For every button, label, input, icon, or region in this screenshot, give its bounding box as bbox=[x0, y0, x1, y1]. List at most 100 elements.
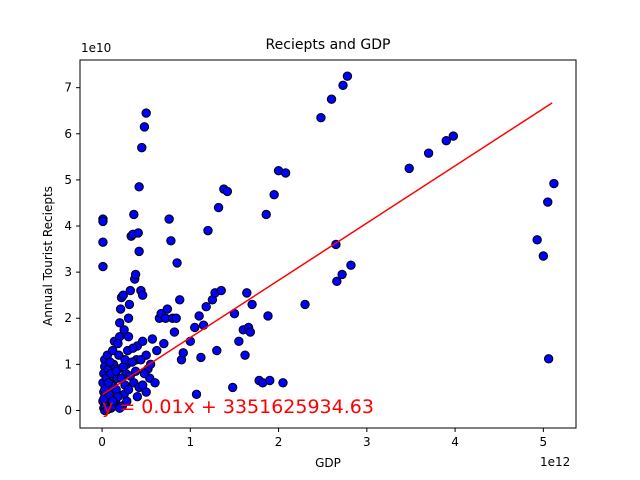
data-point bbox=[127, 357, 137, 367]
data-point bbox=[123, 331, 134, 342]
data-point bbox=[123, 313, 134, 323]
data-point bbox=[115, 403, 125, 413]
data-point bbox=[216, 285, 226, 296]
data-point bbox=[139, 368, 150, 379]
data-point bbox=[316, 112, 326, 123]
y-tick-label: 5 bbox=[64, 173, 72, 187]
data-point bbox=[543, 197, 553, 207]
data-point bbox=[190, 322, 200, 333]
data-point bbox=[172, 258, 182, 268]
data-point bbox=[337, 269, 347, 280]
x-ticks: 0 1 2 3 4 5 bbox=[98, 428, 547, 449]
data-point bbox=[175, 295, 185, 305]
data-point bbox=[137, 336, 148, 347]
data-point bbox=[191, 389, 202, 400]
data-point bbox=[115, 304, 126, 314]
x-tick-label: 4 bbox=[451, 435, 459, 449]
data-point bbox=[280, 168, 291, 178]
y-ticks: 0 1 2 3 4 5 6 7 bbox=[64, 81, 80, 417]
x-tick-label: 3 bbox=[363, 435, 371, 449]
data-point bbox=[538, 251, 549, 261]
data-point bbox=[300, 299, 310, 310]
data-point bbox=[213, 202, 224, 213]
data-point bbox=[124, 299, 135, 310]
data-point bbox=[137, 290, 148, 300]
data-point bbox=[114, 350, 124, 360]
data-point bbox=[128, 343, 138, 353]
x-multiplier-label: 1e12 bbox=[540, 455, 570, 469]
y-tick-label: 6 bbox=[64, 127, 72, 141]
data-point bbox=[423, 148, 434, 158]
data-point bbox=[326, 94, 337, 104]
data-point bbox=[98, 216, 108, 227]
data-point bbox=[448, 131, 459, 141]
data-point bbox=[162, 304, 173, 314]
data-point bbox=[111, 366, 121, 376]
data-point bbox=[105, 357, 115, 367]
data-point bbox=[441, 136, 451, 146]
data-point bbox=[196, 352, 206, 363]
data-point bbox=[265, 375, 275, 386]
y-offset-label: 1e10 bbox=[81, 41, 111, 55]
data-point bbox=[137, 142, 147, 153]
data-point bbox=[234, 336, 244, 347]
plot-frame bbox=[79, 59, 577, 429]
data-point bbox=[119, 325, 129, 335]
y-tick-label: 2 bbox=[64, 311, 72, 325]
data-point bbox=[240, 350, 250, 360]
regression-line bbox=[101, 102, 553, 396]
data-point bbox=[123, 385, 134, 395]
x-tick-label: 1 bbox=[186, 435, 194, 449]
data-point bbox=[134, 182, 144, 192]
data-point bbox=[222, 186, 233, 197]
data-point bbox=[247, 299, 257, 310]
data-point bbox=[171, 313, 181, 323]
data-point bbox=[150, 378, 160, 388]
data-point bbox=[159, 338, 169, 349]
data-point bbox=[147, 334, 158, 344]
data-point bbox=[178, 348, 188, 358]
data-point bbox=[130, 269, 141, 280]
data-point bbox=[152, 345, 162, 356]
data-point bbox=[107, 345, 118, 356]
data-point bbox=[245, 327, 256, 337]
x-tick-label: 5 bbox=[540, 435, 548, 449]
data-point bbox=[107, 396, 118, 406]
chart-title: Reciepts and GDP bbox=[266, 37, 391, 53]
data-point bbox=[269, 189, 279, 200]
data-points bbox=[98, 71, 559, 416]
regression-equation: y = 0.01x + 3351625934.63 bbox=[102, 396, 374, 418]
data-point bbox=[134, 246, 144, 257]
data-point bbox=[532, 235, 542, 245]
data-point bbox=[201, 302, 211, 312]
data-point bbox=[194, 311, 204, 321]
y-tick-label: 4 bbox=[64, 219, 72, 233]
x-tick-label: 2 bbox=[275, 435, 283, 449]
data-point bbox=[129, 209, 139, 220]
data-point bbox=[118, 290, 128, 300]
data-point bbox=[203, 225, 213, 236]
y-axis-label: Annual Tourist Reciepts bbox=[41, 186, 55, 326]
data-point bbox=[166, 236, 176, 246]
data-point bbox=[543, 354, 554, 364]
data-point bbox=[404, 163, 414, 174]
data-point bbox=[115, 318, 125, 328]
data-point bbox=[332, 276, 342, 287]
data-point bbox=[549, 178, 559, 189]
x-tick-label: 0 bbox=[98, 435, 106, 449]
data-point bbox=[261, 209, 271, 220]
data-point bbox=[346, 260, 356, 270]
data-point bbox=[139, 122, 150, 132]
y-tick-label: 3 bbox=[64, 265, 72, 279]
data-point bbox=[130, 366, 141, 376]
data-point bbox=[164, 214, 174, 224]
data-point bbox=[169, 327, 180, 337]
data-point bbox=[132, 391, 143, 402]
data-point bbox=[278, 378, 288, 388]
data-point bbox=[212, 345, 222, 356]
data-point bbox=[338, 80, 348, 91]
y-tick-label: 0 bbox=[64, 403, 72, 417]
data-point bbox=[113, 338, 123, 349]
data-point bbox=[141, 387, 151, 397]
